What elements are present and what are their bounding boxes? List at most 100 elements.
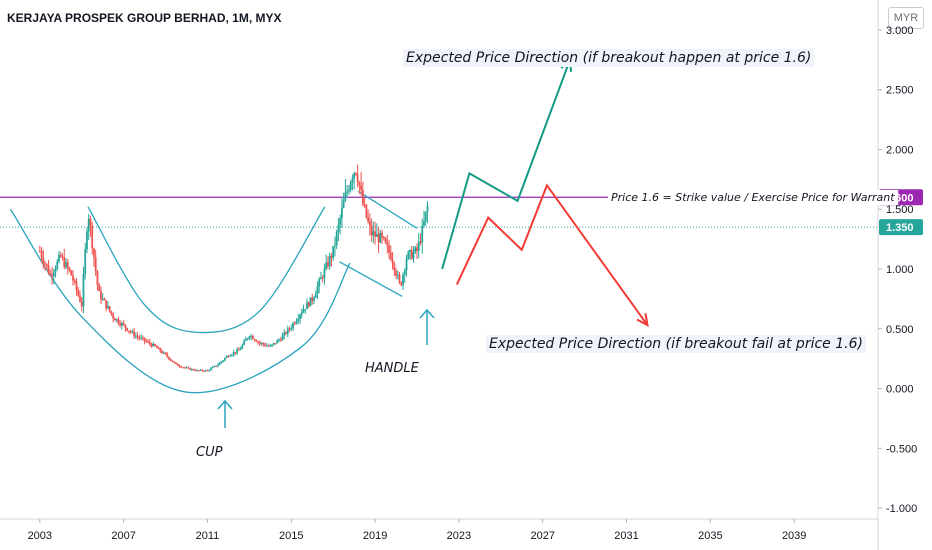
candle-body (361, 190, 364, 205)
candle (318, 276, 321, 294)
candle (127, 330, 130, 334)
candle (321, 274, 324, 283)
candle-body (211, 366, 214, 369)
bear-note-background (486, 335, 866, 353)
candle (391, 251, 394, 270)
candle-body (354, 173, 357, 175)
candle-body (108, 306, 111, 312)
candle-body (187, 367, 190, 369)
candle (265, 342, 268, 347)
candle (40, 246, 43, 263)
candle (222, 359, 225, 363)
time-axis[interactable]: 2003 2007 2011 2015 2019 2023 2027 2031 2035 2039 (28, 519, 807, 542)
x-tick-label: 2007 (111, 530, 135, 542)
candle-body (251, 335, 254, 340)
candle-body (73, 280, 76, 282)
candle-body (325, 262, 328, 269)
candle-body (199, 369, 202, 371)
candle (162, 351, 165, 355)
candle-body (45, 263, 48, 266)
candle (59, 251, 62, 259)
candle-body (56, 261, 59, 270)
candle-body (426, 205, 429, 212)
candle-body (309, 297, 312, 307)
candle (129, 329, 132, 335)
candle (86, 227, 88, 254)
candle (306, 298, 308, 310)
candle (133, 327, 136, 339)
candle-body (107, 306, 109, 309)
candle-body (236, 349, 239, 353)
candle-body (272, 342, 275, 345)
candle (96, 270, 99, 291)
price-axis[interactable]: 3.000 2.500 2.000 1.500 1.000 0.500 0.000 -0.50… (878, 25, 917, 515)
candle-body (91, 225, 94, 249)
candle (353, 171, 356, 190)
x-tick-label: 2023 (447, 530, 471, 542)
candle (365, 204, 368, 219)
candle-body (124, 324, 127, 328)
candle-body (138, 336, 141, 339)
candle-body (182, 367, 184, 369)
candle (416, 243, 418, 259)
candle (243, 338, 246, 346)
candle-body (145, 340, 148, 342)
candle-body (154, 344, 156, 347)
candle (171, 360, 174, 362)
candle (424, 211, 427, 226)
candle (201, 369, 204, 372)
candle (412, 245, 415, 263)
candle (367, 209, 370, 224)
candle (360, 171, 363, 196)
candle-body (82, 274, 85, 307)
candle (190, 368, 193, 371)
candle-body (244, 339, 247, 341)
candle-body (110, 311, 113, 315)
candle-body (122, 323, 125, 325)
candle (148, 338, 151, 347)
candle (107, 301, 109, 310)
candle (220, 361, 223, 364)
candle (58, 250, 60, 264)
candle (297, 313, 300, 325)
candle-body (365, 204, 368, 218)
candle (272, 342, 275, 346)
candle-body (136, 335, 139, 337)
candle-body (44, 263, 46, 265)
candle (379, 229, 382, 244)
candle (400, 281, 403, 287)
candle (215, 365, 218, 367)
candle (80, 297, 83, 312)
candle-body (162, 352, 165, 354)
candle (103, 297, 106, 301)
candle-body (38, 251, 41, 253)
cup-outer-curve (9, 208, 351, 394)
candle-body (218, 362, 221, 365)
candle (372, 221, 375, 244)
candle-body (237, 349, 240, 351)
currency-button[interactable]: MYR (888, 7, 924, 29)
svg-text:1.350: 1.350 (886, 222, 914, 234)
candle (93, 247, 95, 267)
candle (203, 370, 205, 373)
candle-body (150, 343, 153, 347)
candle-body (288, 328, 291, 330)
candle-body (117, 319, 120, 324)
candle-body (293, 323, 296, 325)
candle (66, 258, 69, 275)
candle-body (141, 337, 144, 339)
candle-body (410, 250, 413, 259)
candle-body (59, 255, 62, 257)
candle-body (230, 354, 233, 356)
candle-body (155, 346, 158, 348)
candle-body (321, 277, 324, 279)
candle-body (347, 190, 350, 192)
candle-body (269, 345, 272, 347)
candle (281, 332, 284, 341)
candle-body (213, 365, 216, 367)
candle-body (313, 297, 315, 301)
candle-body (388, 245, 390, 253)
candle (122, 320, 125, 326)
x-tick-label: 2019 (363, 530, 387, 542)
